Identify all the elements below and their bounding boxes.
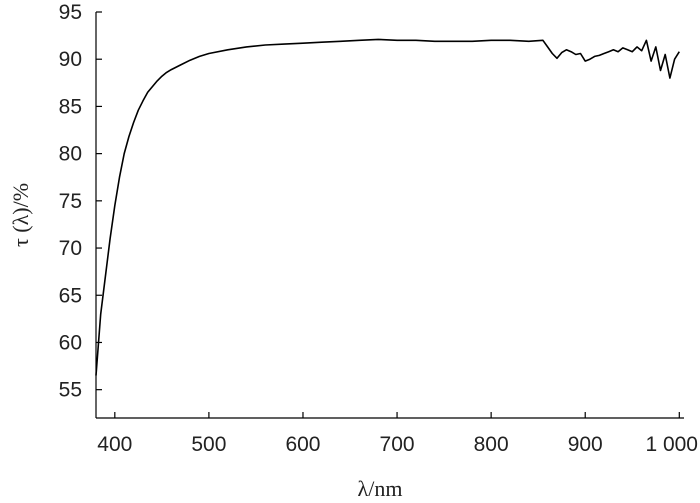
- y-tick-label: 55: [59, 379, 82, 402]
- y-axis-title: τ (λ)/%: [8, 183, 33, 247]
- y-tick-label: 90: [59, 48, 82, 71]
- transmittance-series-line: [95, 38, 680, 376]
- y-tick-label: 80: [59, 143, 82, 166]
- x-tick-label: 500: [191, 433, 226, 456]
- x-tick-label: 1 000: [645, 433, 698, 456]
- y-ticks: 55 60 65 70 75 80 85 90 95: [59, 1, 102, 402]
- y-tick-label: 85: [59, 95, 82, 118]
- x-tick-label: 800: [474, 433, 509, 456]
- y-tick-label: 95: [59, 1, 82, 24]
- x-tick-label: 600: [285, 433, 320, 456]
- y-tick-label: 65: [59, 284, 82, 307]
- x-tick-label: 400: [97, 433, 132, 456]
- x-tick-label: 900: [568, 433, 603, 456]
- x-ticks: 400 500 600 700 800 900 1 000: [97, 412, 698, 456]
- y-tick-label: 60: [59, 331, 82, 354]
- x-tick-label: 700: [380, 433, 415, 456]
- x-axis-title: λ/nm: [358, 476, 403, 501]
- y-tick-label: 75: [59, 190, 82, 213]
- series-group: [95, 38, 680, 376]
- y-tick-label: 70: [59, 237, 82, 260]
